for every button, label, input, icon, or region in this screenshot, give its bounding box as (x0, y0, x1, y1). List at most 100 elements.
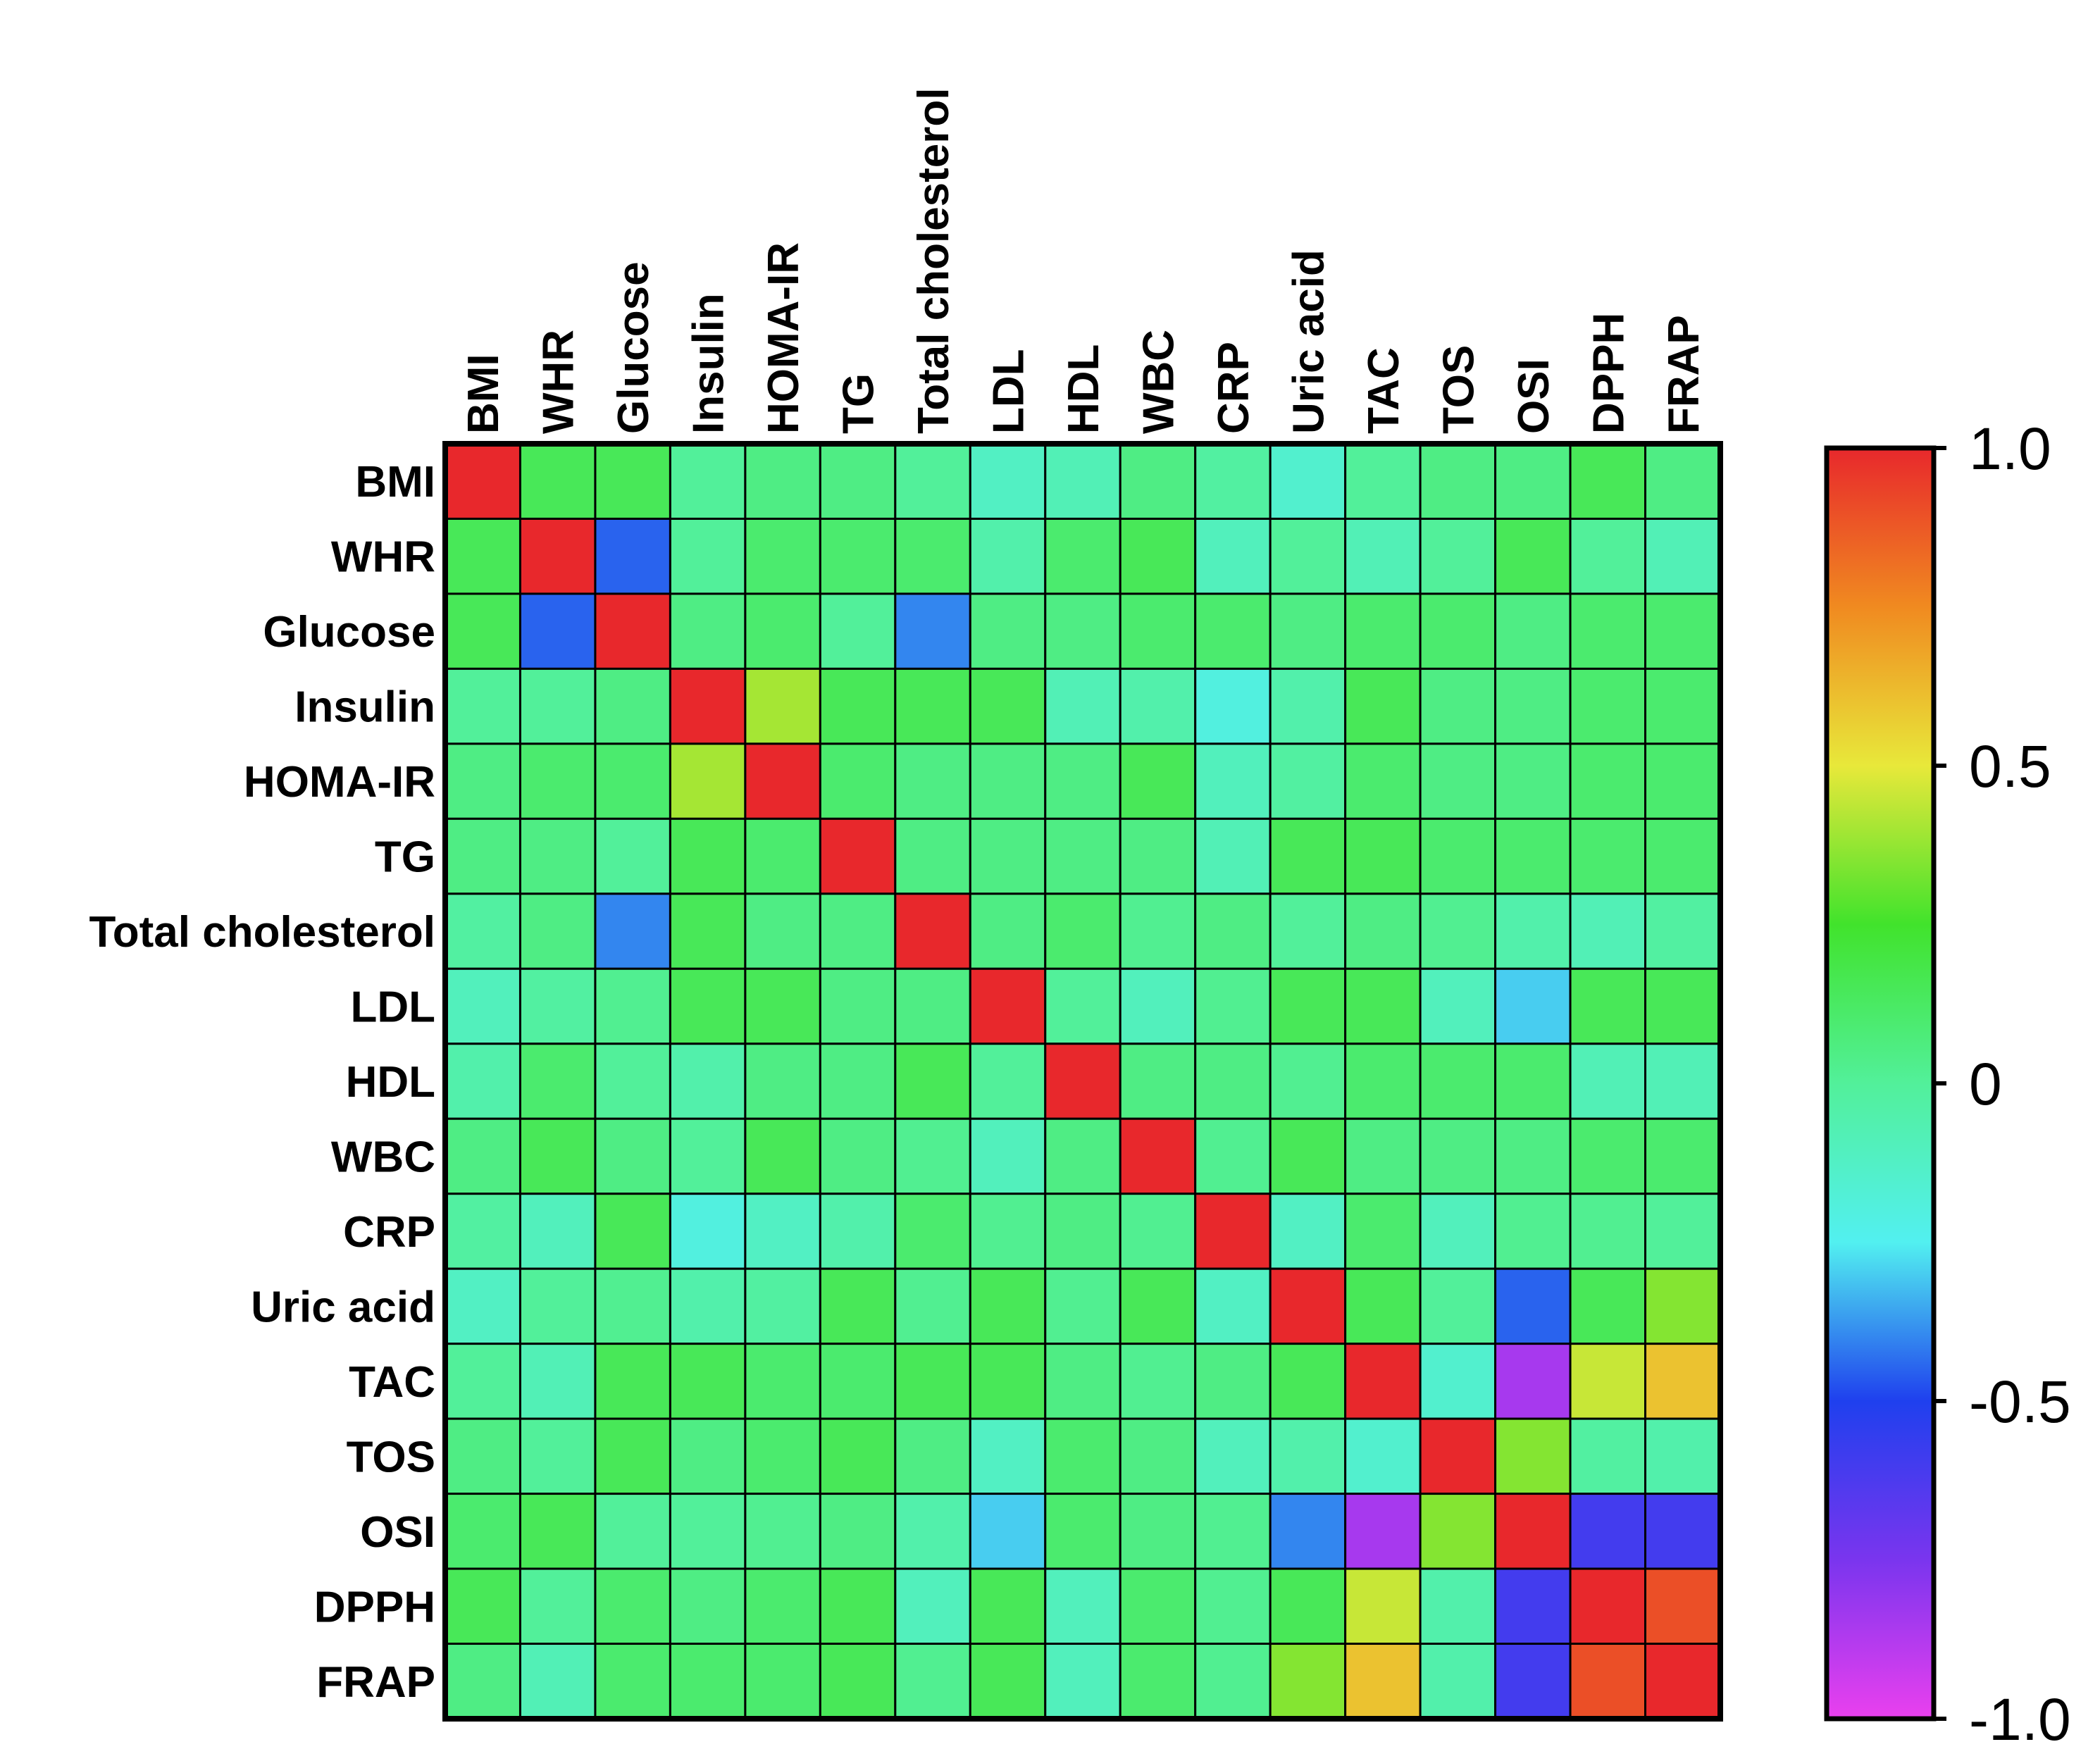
cell-wbc-dpph (1569, 1117, 1647, 1195)
cell-crp-dpph (1569, 1193, 1647, 1270)
cell-wbc-tos (1419, 1117, 1497, 1195)
cell-tg-dpph (1569, 817, 1647, 895)
cell-total-cholesterol-tg (819, 892, 897, 970)
colorbar-tick-label: -1.0 (1969, 1686, 2071, 1753)
cell-wbc-insulin (669, 1117, 747, 1195)
col-label-dpph: DPPH (1584, 313, 1633, 434)
cell-tac-bmi (444, 1343, 521, 1420)
cell-dpph-dpph (1569, 1567, 1647, 1645)
cell-tg-tac (1344, 817, 1422, 895)
cell-homa-ir-total-cholesterol (894, 742, 971, 820)
cell-frap-wbc (1119, 1643, 1197, 1720)
cell-crp-uric-acid (1269, 1193, 1347, 1270)
cell-dpph-crp (1194, 1567, 1272, 1645)
cell-whr-frap (1644, 517, 1722, 595)
cell-homa-ir-whr (518, 742, 597, 820)
colorbar-tick-label: 0 (1969, 1051, 2002, 1117)
cell-tac-insulin (669, 1343, 747, 1420)
cell-wbc-bmi (444, 1117, 521, 1195)
cell-total-cholesterol-homa-ir (744, 892, 821, 970)
cell-crp-wbc (1119, 1193, 1197, 1270)
cell-tac-hdl (1044, 1343, 1122, 1420)
cell-ldl-ldl (969, 967, 1047, 1045)
cell-osi-tac (1344, 1493, 1422, 1570)
cell-crp-glucose (594, 1193, 671, 1270)
cell-total-cholesterol-whr (518, 892, 597, 970)
cell-ldl-total-cholesterol (894, 967, 971, 1045)
cell-uric-acid-bmi (444, 1267, 521, 1345)
cell-whr-tac (1344, 517, 1422, 595)
cell-bmi-ldl (969, 442, 1047, 520)
cell-glucose-uric-acid (1269, 592, 1347, 670)
cell-homa-ir-frap (1644, 742, 1722, 820)
cell-frap-glucose (594, 1643, 671, 1720)
col-label-bmi: BMI (459, 354, 508, 434)
cell-dpph-total-cholesterol (894, 1567, 971, 1645)
cell-wbc-uric-acid (1269, 1117, 1347, 1195)
cell-glucose-tg (819, 592, 897, 670)
heatmap-grid (444, 442, 1722, 1720)
cell-dpph-hdl (1044, 1567, 1122, 1645)
cell-frap-whr (518, 1643, 597, 1720)
cell-dpph-insulin (669, 1567, 747, 1645)
cell-total-cholesterol-tos (1419, 892, 1497, 970)
cell-osi-crp (1194, 1493, 1272, 1570)
cell-uric-acid-uric-acid (1269, 1267, 1347, 1345)
cell-uric-acid-ldl (969, 1267, 1047, 1345)
cell-whr-insulin (669, 517, 747, 595)
cell-tos-hdl (1044, 1417, 1122, 1495)
cell-wbc-whr (518, 1117, 597, 1195)
cell-insulin-tg (819, 667, 897, 745)
cell-tos-wbc (1119, 1417, 1197, 1495)
cell-glucose-dpph (1569, 592, 1647, 670)
cell-total-cholesterol-insulin (669, 892, 747, 970)
cell-wbc-homa-ir (744, 1117, 821, 1195)
cell-dpph-tg (819, 1567, 897, 1645)
cell-frap-dpph (1569, 1643, 1647, 1720)
cell-osi-dpph (1569, 1493, 1647, 1570)
colorbar-gradient (1824, 445, 1937, 1722)
cell-crp-bmi (444, 1193, 521, 1270)
cell-frap-frap (1644, 1643, 1722, 1720)
cell-tos-dpph (1569, 1417, 1647, 1495)
cell-uric-acid-tos (1419, 1267, 1497, 1345)
cell-bmi-crp (1194, 442, 1272, 520)
cell-tac-osi (1494, 1343, 1572, 1420)
cell-tac-uric-acid (1269, 1343, 1347, 1420)
cell-hdl-wbc (1119, 1043, 1197, 1120)
cell-homa-ir-tac (1344, 742, 1422, 820)
cell-ldl-tg (819, 967, 897, 1045)
cell-whr-dpph (1569, 517, 1647, 595)
colorbar-ticks: 1.0 0.5 0 -0.5 -1.0 (1934, 416, 2071, 1753)
cell-crp-total-cholesterol (894, 1193, 971, 1270)
cell-dpph-homa-ir (744, 1567, 821, 1645)
cell-insulin-wbc (1119, 667, 1197, 745)
row-label-tos: TOS (347, 1433, 435, 1481)
cell-tg-uric-acid (1269, 817, 1347, 895)
col-label-tac: TAC (1360, 347, 1408, 434)
row-label-dpph: DPPH (314, 1583, 435, 1631)
cell-osi-tg (819, 1493, 897, 1570)
cell-wbc-frap (1644, 1117, 1722, 1195)
cell-insulin-whr (518, 667, 597, 745)
cell-crp-ldl (969, 1193, 1047, 1270)
col-label-osi: OSI (1510, 359, 1558, 434)
cell-dpph-wbc (1119, 1567, 1197, 1645)
cell-insulin-homa-ir (744, 667, 821, 745)
cell-glucose-wbc (1119, 592, 1197, 670)
cell-frap-osi (1494, 1643, 1572, 1720)
cell-frap-uric-acid (1269, 1643, 1347, 1720)
cell-whr-whr (518, 517, 597, 595)
cell-whr-glucose (594, 517, 671, 595)
cell-hdl-crp (1194, 1043, 1272, 1120)
cell-dpph-uric-acid (1269, 1567, 1347, 1645)
cell-ldl-wbc (1119, 967, 1197, 1045)
cell-frap-crp (1194, 1643, 1272, 1720)
cell-tos-uric-acid (1269, 1417, 1347, 1495)
cell-hdl-insulin (669, 1043, 747, 1120)
colorbar-tick-label: -0.5 (1969, 1369, 2071, 1435)
cell-tg-hdl (1044, 817, 1122, 895)
row-label-insulin: Insulin (294, 683, 435, 732)
cell-tos-tac (1344, 1417, 1422, 1495)
cell-osi-homa-ir (744, 1493, 821, 1570)
